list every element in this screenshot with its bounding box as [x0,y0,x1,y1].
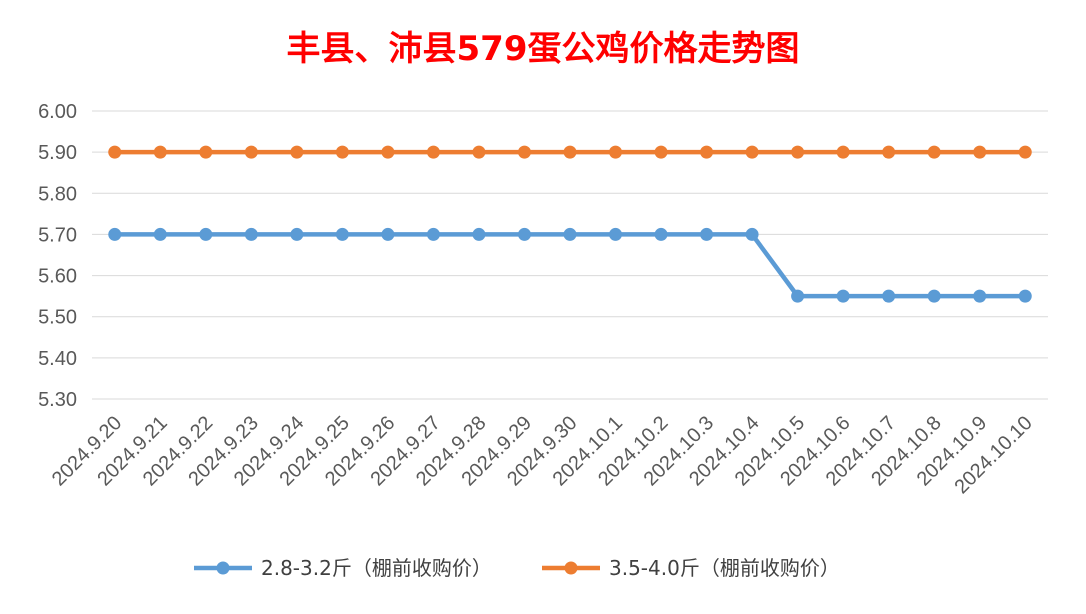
data-point [882,289,896,303]
data-point [472,227,486,241]
data-point [745,145,759,159]
data-point [973,145,987,159]
data-point [290,145,304,159]
data-point [563,227,577,241]
y-tick-label: 6.00 [38,101,77,123]
data-point [836,289,850,303]
data-point [882,145,896,159]
y-tick-label: 5.40 [38,348,77,370]
series-lines [108,145,1032,303]
legend-item: 2.8-3.2斤（棚前收购价） [194,556,492,580]
data-point [791,145,805,159]
y-tick-label: 5.90 [38,142,77,164]
y-axis-ticks: 6.00 5.90 5.80 5.70 5.60 5.50 5.40 5.30 [38,101,77,411]
legend-swatch-marker [564,561,578,575]
legend: 2.8-3.2斤（棚前收购价） 3.5-4.0斤（棚前收购价） [194,556,840,580]
data-point [108,145,122,159]
data-point [973,289,987,303]
legend-label: 2.8-3.2斤（棚前收购价） [261,556,492,580]
data-point [335,227,349,241]
data-point [426,145,440,159]
data-point [244,227,258,241]
data-point [517,145,531,159]
data-point [244,145,258,159]
data-point [654,145,668,159]
data-point [609,227,623,241]
data-point [381,145,395,159]
series-2 [108,145,1032,159]
data-point [199,227,213,241]
y-tick-label: 5.60 [38,266,77,288]
data-point [654,227,668,241]
data-point [927,289,941,303]
data-point [836,145,850,159]
data-point [791,289,805,303]
data-point [335,145,349,159]
data-point [199,145,213,159]
legend-label: 3.5-4.0斤（棚前收购价） [609,556,840,580]
data-point [290,227,304,241]
data-point [700,145,714,159]
data-point [927,145,941,159]
legend-swatch-marker [216,561,230,575]
data-point [426,227,440,241]
data-point [700,227,714,241]
series-1 [108,227,1032,303]
data-point [517,227,531,241]
y-tick-label: 5.30 [38,389,77,411]
data-point [609,145,623,159]
y-tick-label: 5.70 [38,224,77,246]
data-point [108,227,122,241]
y-tick-label: 5.80 [38,183,77,205]
data-point [745,227,759,241]
data-point [153,227,167,241]
data-point [472,145,486,159]
data-point [1018,145,1032,159]
data-point [563,145,577,159]
data-point [381,227,395,241]
data-point [1018,289,1032,303]
chart-title: 丰县、沛县579蛋公鸡价格走势图 [287,29,800,69]
data-point [153,145,167,159]
y-tick-label: 5.50 [38,307,77,329]
legend-item: 3.5-4.0斤（棚前收购价） [542,556,840,580]
